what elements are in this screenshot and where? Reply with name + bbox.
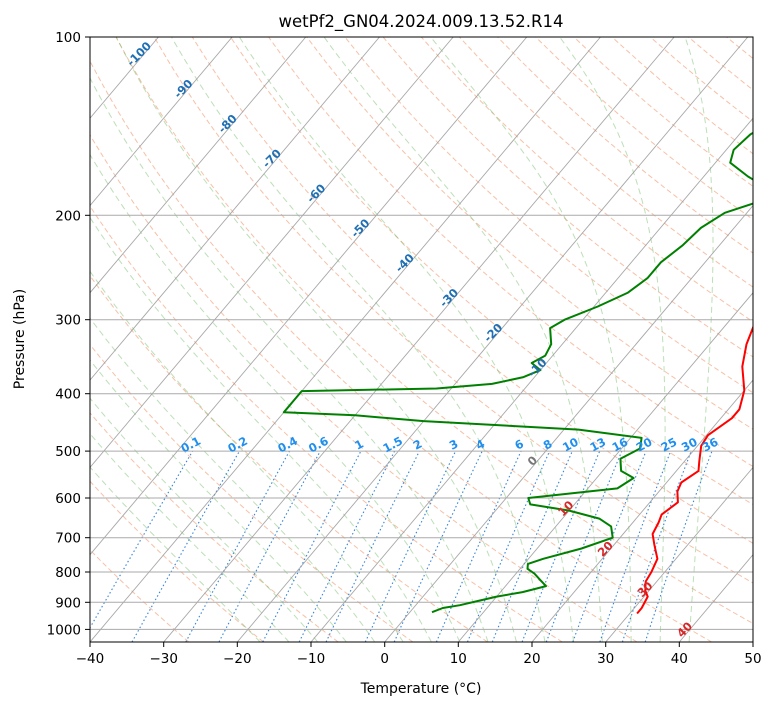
y-tick-label: 300: [55, 313, 81, 329]
y-tick-label: 400: [55, 387, 81, 403]
moist-adiabat-line: [90, 317, 376, 642]
temperature-line: [636, 324, 753, 615]
grid-lines: [90, 37, 753, 642]
mixing-ratio-line: [325, 450, 420, 642]
isotherm-line: [531, 379, 753, 642]
dry-adiabat-line: [191, 37, 753, 544]
mixing-ratio-label: 20: [634, 435, 655, 455]
moist-adiabat-line: [90, 216, 432, 642]
isotherm-line: [163, 37, 675, 642]
x-tick-label: −40: [76, 651, 105, 667]
dry-adiabat-line: [90, 275, 488, 642]
y-tick-label: 200: [55, 208, 81, 224]
mixing-ratio-line: [185, 450, 290, 642]
dry-adiabat-line: [306, 37, 753, 430]
y-axis-label: Pressure (hPa): [12, 289, 28, 389]
mixing-ratio-line: [466, 450, 551, 642]
isotherm-line: [90, 37, 233, 207]
isotherm-line: [90, 37, 528, 556]
dry-adiabat-line: [153, 37, 753, 584]
mixing-ratio-line: [599, 450, 672, 642]
mixing-ratio-label: 10: [560, 435, 581, 455]
moist-adiabat-line: [684, 37, 714, 642]
y-tick-label: 500: [55, 444, 81, 460]
dry-adiabat-line: [90, 480, 264, 642]
isotherm-line: [236, 37, 749, 642]
isotherm-line: [605, 466, 753, 642]
x-tick-label: 0: [380, 651, 389, 667]
axis-ticks: −40 −30 −20 −10 0 10 20 30 40 50 100 200 300 400 500 60…: [47, 30, 762, 667]
mixing-ratio-line: [435, 450, 522, 642]
dry-adiabat-line: [115, 37, 753, 625]
moist-adiabat-line: [115, 37, 517, 642]
plot-area: [90, 37, 753, 642]
dry-adiabat-line: [90, 412, 339, 642]
mixing-ratio-line: [521, 450, 601, 642]
dry-adiabat-line: [90, 133, 638, 642]
y-tick-label: 100: [55, 30, 81, 46]
mixing-ratio-line: [621, 450, 692, 642]
dry-adiabat-line: [230, 37, 753, 506]
x-tick-label: −30: [149, 651, 178, 667]
isotherm-line: [90, 37, 307, 294]
isotherm-line: [90, 37, 454, 469]
y-tick-label: 900: [55, 595, 81, 611]
background-lines: [90, 37, 753, 642]
x-tick-label: 50: [744, 651, 761, 667]
moist-adiabat-line: [90, 397, 319, 642]
isotherm-line: [310, 117, 753, 642]
mixing-ratio-label: 25: [658, 435, 679, 455]
mixing-ratio-line: [298, 450, 396, 642]
isotherm-line: [457, 292, 753, 642]
isotherm-line: [384, 204, 753, 642]
moist-adiabat-line: [90, 76, 489, 642]
x-tick-label: 20: [523, 651, 540, 667]
mixing-ratio-line: [644, 450, 713, 642]
mixing-ratio-line: [572, 450, 647, 642]
dry-adiabat-line: [344, 37, 753, 394]
x-axis-label: Temperature (°C): [360, 681, 482, 697]
y-tick-label: 600: [55, 491, 81, 507]
x-tick-label: 30: [597, 651, 614, 667]
moist-adiabat-line: [323, 37, 603, 642]
mixing-ratio-line: [218, 450, 321, 642]
plot-frame: [89, 36, 754, 643]
y-tick-label: 1000: [47, 622, 81, 638]
dewpoint-line: [282, 131, 753, 614]
dry-adiabat-line: [420, 37, 753, 323]
mixing-ratio-label: 13: [587, 435, 608, 455]
dry-adiabat-line: [90, 60, 712, 642]
moist-adiabat-line: [90, 153, 461, 642]
series-lines: [282, 131, 753, 615]
mixing-ratio-line: [545, 450, 623, 642]
x-tick-label: 40: [671, 651, 688, 667]
mixing-ratio-label: 36: [700, 435, 721, 455]
y-tick-label: 800: [55, 565, 81, 581]
moist-adiabat-line: [430, 37, 632, 642]
moist-adiabat-line: [90, 270, 404, 642]
chart-title: wetPf2_GN04.2024.009.13.52.R14: [279, 12, 564, 32]
dry-adiabat-line: [90, 205, 563, 642]
moist-adiabat-line: [559, 37, 666, 642]
moist-adiabat-line: [238, 37, 575, 642]
isotherm-line: [90, 37, 601, 642]
mixing-ratio-label: 16: [610, 435, 631, 455]
y-tick-label: 700: [55, 531, 81, 547]
moist-adiabat-line: [171, 37, 546, 642]
x-tick-label: 10: [450, 651, 467, 667]
x-tick-label: −20: [223, 651, 252, 667]
moist-adiabat-line: [90, 359, 347, 642]
mixing-ratio-label: 30: [679, 435, 700, 455]
isotherm-line: [90, 37, 380, 381]
dry-adiabat-line: [459, 37, 753, 288]
x-tick-label: −10: [297, 651, 326, 667]
